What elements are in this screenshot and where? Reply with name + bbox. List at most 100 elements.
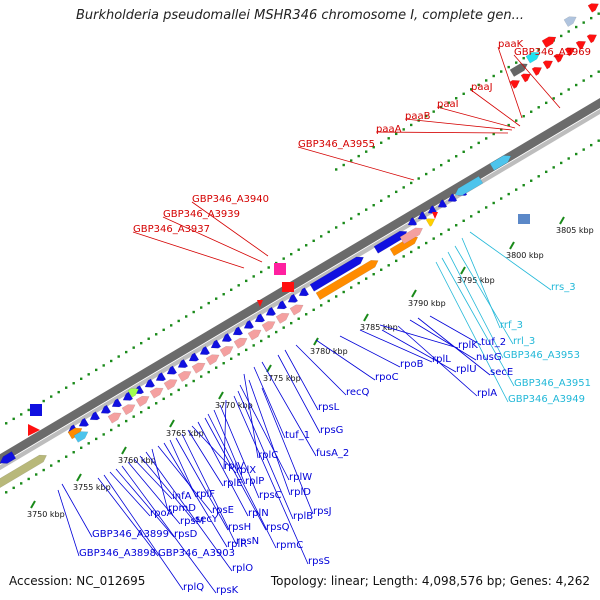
topology-summary: Topology: linear; Length: 4,098,576 bp; …: [270, 574, 590, 588]
leader-line: [239, 384, 290, 481]
track-dot: [260, 339, 263, 343]
track-dot: [402, 128, 405, 131]
gene-feature: [586, 34, 598, 44]
gene-feature: [531, 66, 543, 76]
track-dot: [447, 159, 450, 162]
track-dot: [567, 30, 570, 33]
track-dot: [230, 357, 233, 360]
leader-line: [381, 329, 457, 373]
track-dot: [27, 477, 30, 481]
gene-feature: [518, 214, 530, 224]
track-dot: [372, 146, 375, 149]
track-dot: [185, 384, 188, 387]
track-dot: [327, 299, 330, 303]
gene-feature: [289, 304, 304, 316]
gene-feature: [121, 404, 136, 416]
gene-feature: [520, 73, 532, 83]
gene-label: paaI: [437, 99, 459, 110]
gene-feature: [287, 293, 299, 303]
track-dot: [567, 88, 570, 91]
track-dot: [335, 168, 338, 171]
gene-feature: [274, 263, 286, 275]
track-dot: [575, 152, 578, 156]
track-dot: [402, 255, 405, 258]
scale-tick-mark: [76, 473, 82, 482]
gene-feature: [417, 211, 428, 220]
gene-label: rplQ: [183, 582, 204, 593]
track-dot: [132, 346, 135, 349]
gene-feature: [247, 329, 262, 341]
gene-label: rpsL: [318, 402, 340, 413]
gene-feature: [399, 227, 424, 245]
track-dot: [440, 232, 443, 236]
track-dot: [312, 239, 315, 243]
gene-feature: [122, 391, 134, 401]
track-dot: [117, 424, 120, 427]
leader-line: [297, 146, 415, 181]
scale-tick-label: 3765 kbp: [166, 429, 204, 438]
track-dot: [425, 114, 428, 118]
track-dot: [477, 141, 480, 145]
track-dot: [447, 101, 450, 104]
track-dot: [50, 464, 53, 467]
scale-tick-label: 3775 kbp: [263, 374, 301, 383]
gene-label: rplC: [258, 450, 278, 461]
track-dot: [260, 270, 263, 274]
leader-line: [447, 251, 504, 359]
scale-tick-label: 3780 kbp: [310, 347, 348, 356]
track-dot: [515, 119, 518, 122]
track-dot: [12, 417, 15, 421]
leader-line: [379, 324, 459, 349]
track-dot: [485, 137, 488, 140]
track-dot: [65, 455, 68, 458]
track-dot: [440, 105, 443, 109]
track-dot: [492, 132, 495, 136]
gene-label: rpsG: [320, 425, 343, 436]
leader-line: [497, 46, 523, 119]
leader-line: [121, 465, 217, 594]
track-dot: [320, 235, 323, 238]
gene-label: rplF: [196, 489, 215, 500]
track-dot: [42, 399, 45, 403]
track-dot: [200, 306, 203, 309]
track-dot: [350, 286, 353, 289]
track-dot: [455, 97, 458, 100]
track-dot: [95, 437, 98, 441]
gene-feature: [447, 193, 458, 202]
gene-feature: [166, 365, 178, 375]
gene-label: rpsK: [216, 585, 239, 596]
track-dot: [140, 341, 143, 345]
track-dot: [575, 25, 578, 29]
gene-label: rplL: [432, 354, 451, 365]
gene-label: fusA_2: [316, 448, 349, 459]
gene-label: rplK: [458, 340, 478, 351]
gene-label: paaJ: [471, 82, 493, 93]
gene-label: GBP346_A3903: [158, 548, 235, 559]
leader-line: [145, 451, 233, 572]
leader-line: [197, 421, 249, 517]
gene-label: rpmD: [168, 503, 196, 514]
gene-label: rpmC: [276, 540, 303, 551]
scale-tick-mark: [313, 337, 319, 346]
scale-tick-mark: [30, 500, 36, 509]
gene-label: paaK: [498, 39, 524, 50]
gene-label: GBP346_A3940: [192, 194, 269, 205]
track-dot: [590, 16, 593, 20]
track-dot: [125, 419, 128, 423]
gene-label: rpsM: [180, 516, 204, 527]
gene-label: rrs_3: [551, 282, 576, 293]
leader-line: [417, 317, 491, 376]
track-dot: [365, 277, 368, 280]
track-dot: [357, 281, 360, 285]
track-dot: [42, 468, 45, 472]
track-dot: [537, 175, 540, 178]
leader-line: [315, 339, 376, 381]
scale-tick-mark: [169, 419, 175, 428]
track-dot: [192, 379, 195, 383]
gene-label: recQ: [346, 387, 370, 398]
track-dot: [470, 146, 473, 149]
gene-label: rplN: [248, 508, 269, 519]
leader-line: [436, 106, 516, 129]
